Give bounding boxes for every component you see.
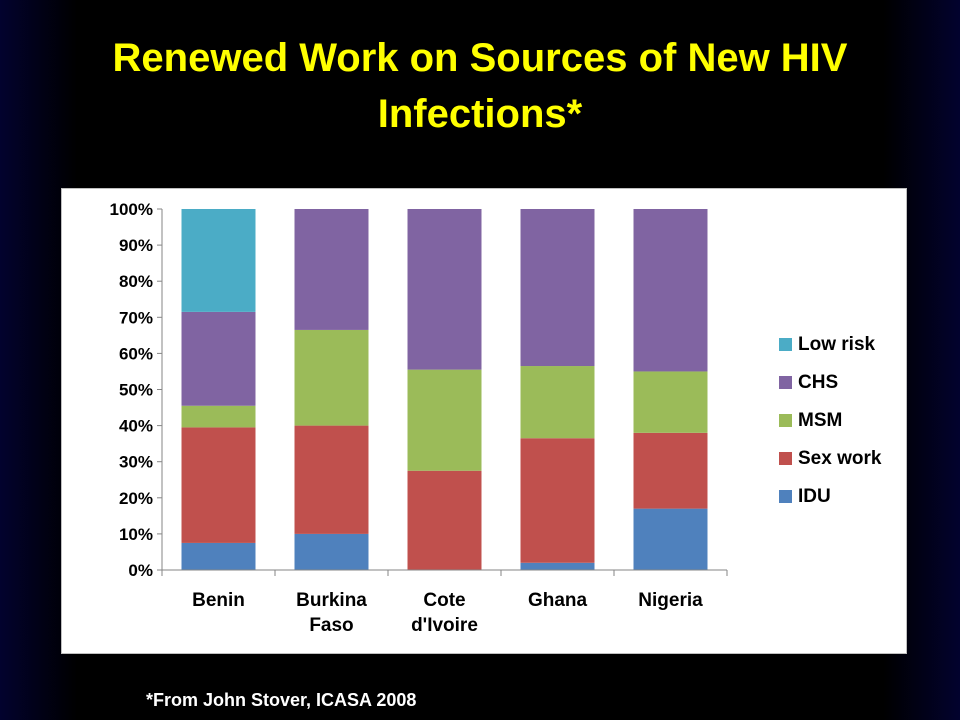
stacked-bar-chart: 0%10%20%30%40%50%60%70%80%90%100% Benin B…: [110, 200, 882, 636]
y-tick-label: 100%: [110, 200, 153, 219]
legend-swatch: [779, 490, 792, 503]
bar-segment: [181, 542, 256, 570]
y-tick-label: 70%: [119, 308, 153, 327]
bar-segment: [181, 311, 256, 406]
legend-label: Sex work: [798, 448, 882, 469]
bar-segment: [407, 470, 482, 570]
x-category-label: Benin: [192, 590, 245, 611]
slide-title: Renewed Work on Sources of New HIV Infec…: [112, 36, 848, 136]
legend-swatch: [779, 452, 792, 465]
bar-segment: [520, 438, 595, 563]
legend-label: MSM: [798, 410, 842, 431]
bar-segment: [520, 562, 595, 570]
bar-segment: [520, 209, 595, 367]
bar-segment: [633, 432, 708, 509]
bar-segment: [407, 209, 482, 370]
x-axis: Benin Burkina Faso Cote d'Ivoire Ghana Nigeria: [161, 569, 728, 636]
y-tick-label: 40%: [119, 417, 153, 436]
legend: Low risk CHS MSM Sex work IDU: [779, 334, 882, 507]
bars: [181, 209, 708, 570]
footnote: *From John Stover, ICASA 2008: [146, 690, 417, 710]
bar-segment: [294, 425, 369, 534]
bar-segment: [633, 209, 708, 372]
y-tick-label: 10%: [119, 525, 153, 544]
bar-segment: [633, 508, 708, 570]
legend-swatch: [779, 414, 792, 427]
bar-segment: [294, 533, 369, 570]
bar-segment: [181, 405, 256, 428]
y-tick-label: 60%: [119, 344, 153, 363]
y-tick-label: 0%: [128, 561, 153, 580]
bar-segment: [407, 369, 482, 471]
chart-panel: 0% 10% 20% 30% 40% 50% 60% 70% 80% 90% 100% Benin B…: [61, 188, 907, 654]
y-tick-label: 30%: [119, 453, 153, 472]
bar-segment: [633, 371, 708, 433]
bar-segment: [181, 427, 256, 543]
legend-label: CHS: [798, 372, 838, 393]
x-category-label: Cote d'Ivoire: [411, 590, 478, 636]
legend-swatch: [779, 376, 792, 389]
x-category-label: Nigeria: [638, 590, 703, 611]
legend-label: Low risk: [798, 334, 876, 355]
legend-swatch: [779, 338, 792, 351]
x-category-label: Ghana: [528, 590, 588, 611]
y-tick-label: 20%: [119, 489, 153, 508]
bar-segment: [181, 209, 256, 312]
legend-label: IDU: [798, 486, 831, 507]
y-tick-label: 80%: [119, 272, 153, 291]
bar-segment: [294, 329, 369, 426]
bar-segment: [294, 209, 369, 330]
y-tick-label: 90%: [119, 236, 153, 255]
x-category-label: Burkina Faso: [296, 590, 367, 636]
bar-segment: [520, 366, 595, 439]
y-axis: 0% 10% 20% 30% 40% 50% 60% 70% 80% 90% 100%: [110, 200, 163, 580]
y-tick-label: 50%: [119, 381, 153, 400]
